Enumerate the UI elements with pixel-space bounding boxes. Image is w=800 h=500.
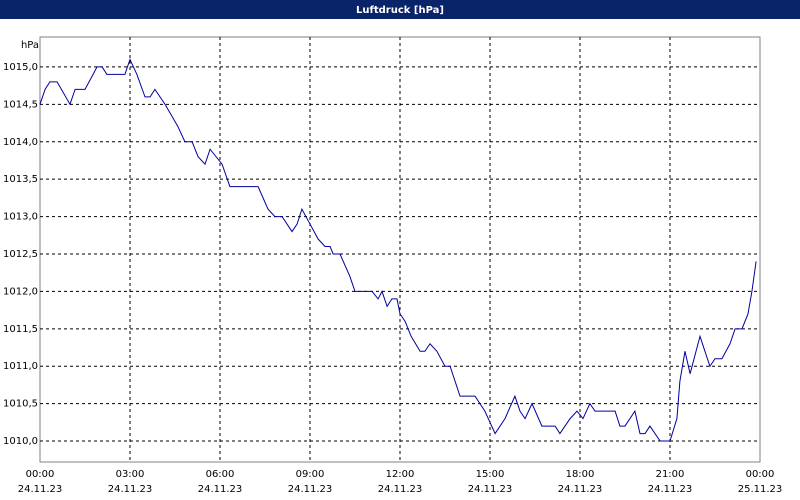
chart-title: Luftdruck [hPa]: [356, 5, 444, 16]
x-tick-date: 24.11.23: [108, 484, 153, 495]
x-tick-date: 24.11.23: [378, 484, 423, 495]
x-tick-label: 03:00: [116, 469, 145, 480]
y-tick-label: 1010,5: [3, 399, 38, 410]
x-tick-label: 21:00: [656, 469, 685, 480]
data-line: [39, 58, 757, 442]
y-tick-label: 1015,0: [3, 62, 38, 73]
x-tick-date: 24.11.23: [198, 484, 243, 495]
x-tick-label: 00:00: [26, 469, 55, 480]
x-tick-date: 24.11.23: [558, 484, 603, 495]
x-tick-label: 18:00: [566, 469, 595, 480]
y-tick-label: 1014,5: [3, 99, 38, 110]
x-tick-date: 24.11.23: [648, 484, 693, 495]
x-tick-date: 24.11.23: [18, 484, 63, 495]
x-tick-label: 12:00: [386, 469, 415, 480]
y-tick-label: 1012,0: [3, 286, 38, 297]
x-tick-label: 06:00: [206, 469, 235, 480]
y-tick-label: 1014,0: [3, 137, 38, 148]
y-tick-label: 1011,0: [3, 361, 38, 372]
x-tick-label: 15:00: [476, 469, 505, 480]
x-tick-label: 00:00: [746, 469, 775, 480]
y-tick-label: 1010,0: [3, 436, 38, 447]
title-bar: [0, 0, 800, 19]
y-tick-label: 1011,5: [3, 324, 38, 335]
x-tick-date: 24.11.23: [468, 484, 513, 495]
y-tick-label: 1013,5: [3, 174, 38, 185]
y-axis-label: hPa: [21, 40, 39, 51]
x-tick-date: 25.11.23: [738, 484, 783, 495]
x-tick-date: 24.11.23: [288, 484, 333, 495]
x-tick-label: 09:00: [296, 469, 325, 480]
y-tick-label: 1012,5: [3, 249, 38, 260]
y-tick-label: 1013,0: [3, 212, 38, 223]
